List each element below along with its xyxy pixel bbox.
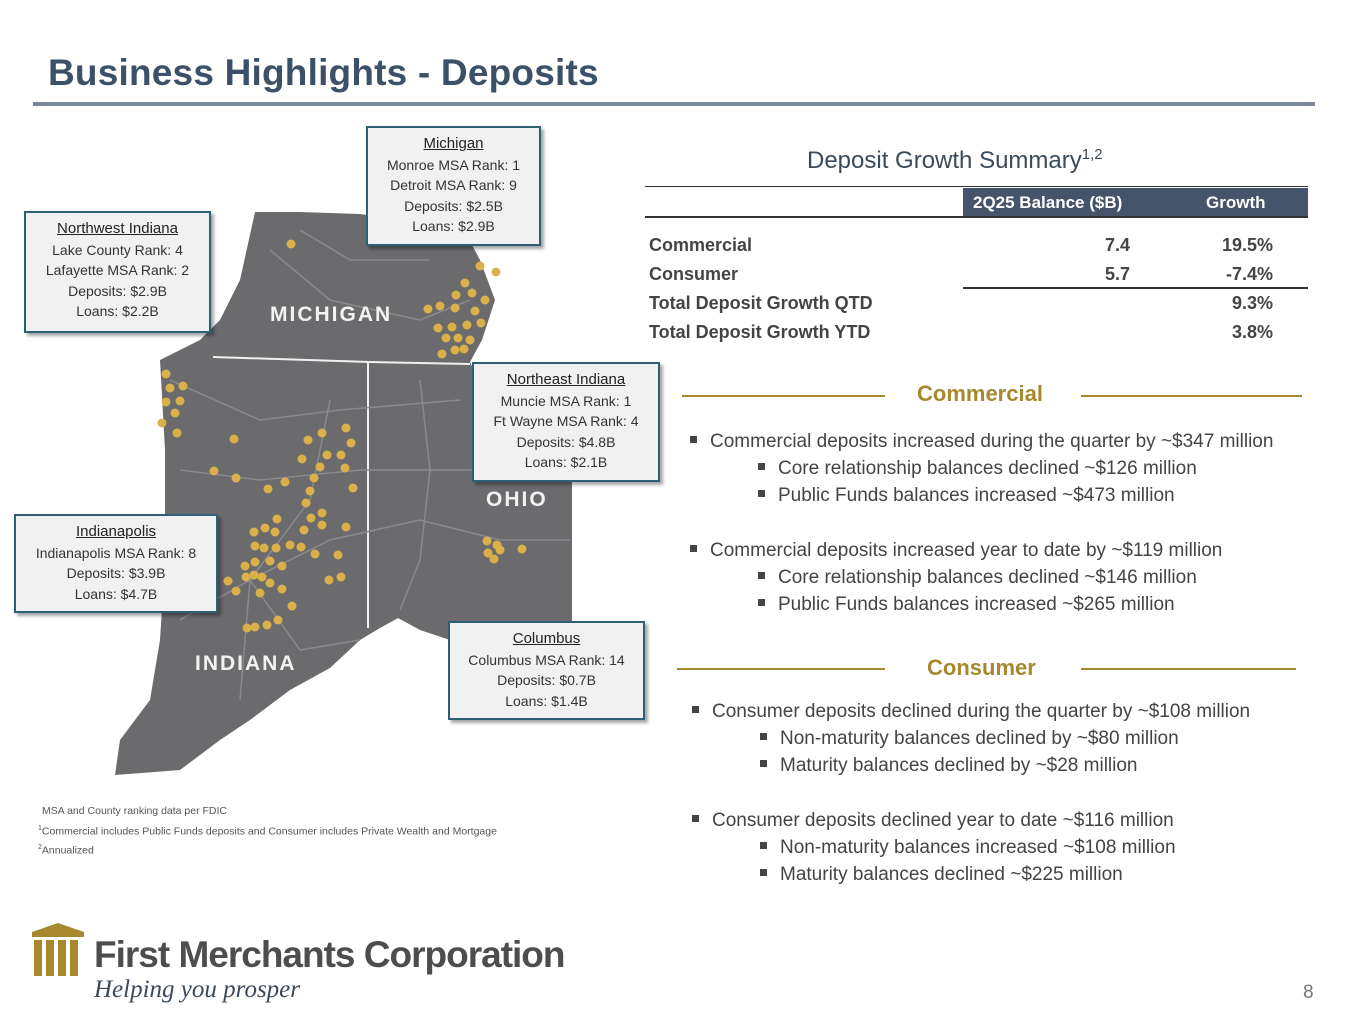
page-title: Business Highlights - Deposits bbox=[48, 52, 599, 93]
footnote-2: 2Annualized bbox=[38, 843, 94, 857]
bullet-square-icon bbox=[690, 436, 697, 444]
footnote-source: MSA and County ranking data per FDIC bbox=[42, 805, 228, 817]
row-growth: 3.8% bbox=[1231, 322, 1273, 342]
bullet-square-icon bbox=[760, 842, 767, 850]
callout-line: Deposits: $4.8B bbox=[516, 433, 616, 450]
callout-michigan: Michigan Monroe MSA Rank: 1 Detroit MSA … bbox=[366, 126, 541, 246]
bullet-subitem: Non-maturity balances increased ~$108 mi… bbox=[760, 837, 1176, 859]
callout-indianapolis: Indianapolis Indianapolis MSA Rank: 8 De… bbox=[14, 514, 218, 613]
company-tagline: Helping you prosper bbox=[94, 976, 300, 1003]
row-label: Total Deposit Growth QTD bbox=[649, 293, 873, 313]
callout-line: Loans: $2.9B bbox=[412, 218, 495, 234]
bullet-square-icon bbox=[760, 733, 767, 741]
bullet-subitem: Public Funds balances increased ~$265 mi… bbox=[758, 594, 1175, 616]
bullet-item: Commercial deposits increased during the… bbox=[690, 431, 1273, 453]
callout-northeast-indiana: Northeast Indiana Muncie MSA Rank: 1 Ft … bbox=[472, 362, 660, 482]
callout-title: Michigan bbox=[423, 135, 484, 152]
row-growth: 9.3% bbox=[1231, 293, 1273, 313]
page-number: 8 bbox=[1303, 982, 1314, 1003]
callout-line: Ft Wayne MSA Rank: 4 bbox=[493, 413, 639, 429]
table-row: Total Deposit Growth QTD 9.3% bbox=[649, 293, 1308, 321]
callout-line: Deposits: $2.9B bbox=[68, 282, 167, 299]
michigan-label: MICHIGAN bbox=[270, 303, 393, 326]
callout-line: Columbus MSA Rank: 14 bbox=[468, 651, 625, 668]
callout-title: Northwest Indiana bbox=[57, 220, 178, 237]
title-divider bbox=[33, 102, 1315, 106]
header-growth: Growth bbox=[1206, 193, 1266, 212]
footnotes: MSA and County ranking data per FDIC 1Co… bbox=[38, 803, 497, 859]
bullet-square-icon bbox=[760, 760, 767, 768]
table-total-rule bbox=[963, 287, 1308, 289]
table-header: 2Q25 Balance ($B) Growth bbox=[963, 188, 1308, 216]
bullet-square-icon bbox=[758, 572, 765, 580]
row-label: Consumer bbox=[649, 264, 739, 284]
table-row: Commercial 7.4 19.5% bbox=[649, 235, 1308, 263]
company-logo: First Merchants Corporation Helping you … bbox=[30, 920, 590, 1010]
table-row: Consumer 5.7 -7.4% bbox=[649, 264, 1308, 292]
bullet-subitem: Non-maturity balances declined by ~$80 m… bbox=[760, 728, 1179, 750]
indiana-label: INDIANA bbox=[195, 652, 297, 675]
consumer-rule-left bbox=[677, 668, 885, 670]
callout-line: Loans: $4.7B bbox=[74, 585, 158, 602]
callout-line: Deposits: $3.9B bbox=[66, 565, 166, 581]
header-balance: 2Q25 Balance ($B) bbox=[973, 193, 1123, 212]
callout-title: Northeast Indiana bbox=[506, 371, 626, 388]
bullet-item: Commercial deposits increased year to da… bbox=[690, 540, 1222, 562]
bullet-square-icon bbox=[690, 545, 697, 553]
bullet-subitem: Public Funds balances increased ~$473 mi… bbox=[758, 485, 1175, 507]
table-header-rule bbox=[645, 216, 1308, 218]
bullet-square-icon bbox=[758, 490, 765, 498]
table-top-rule bbox=[645, 186, 1308, 187]
row-label: Commercial bbox=[649, 235, 753, 255]
bullet-item: Consumer deposits declined during the qu… bbox=[692, 701, 1250, 723]
callout-line: Detroit MSA Rank: 9 bbox=[390, 177, 517, 193]
callout-line: Deposits: $0.7B bbox=[497, 672, 596, 688]
bullet-subitem: Core relationship balances declined ~$12… bbox=[758, 458, 1197, 480]
state-border bbox=[212, 356, 471, 365]
ohio-label: OHIO bbox=[486, 488, 548, 511]
callout-columbus: Columbus Columbus MSA Rank: 14 Deposits:… bbox=[448, 621, 645, 720]
callout-northwest-indiana: Northwest Indiana Lake County Rank: 4 La… bbox=[24, 211, 211, 333]
row-growth: 19.5% bbox=[1221, 235, 1273, 255]
bullet-subitem: Core relationship balances declined ~$14… bbox=[758, 567, 1197, 589]
commercial-heading: Commercial bbox=[917, 381, 1043, 406]
footnote-1: 1Commercial includes Public Funds deposi… bbox=[38, 825, 497, 838]
table-title: Deposit Growth Summary1,2 bbox=[807, 146, 1103, 174]
callout-line: Muncie MSA Rank: 1 bbox=[500, 392, 632, 409]
consumer-rule-right bbox=[1081, 668, 1296, 670]
callout-line: Lafayette MSA Rank: 2 bbox=[45, 262, 190, 278]
bullet-square-icon bbox=[760, 869, 767, 877]
callout-line: Deposits: $2.5B bbox=[404, 197, 503, 214]
callout-title: Columbus bbox=[512, 630, 581, 647]
row-balance: 7.4 bbox=[1104, 235, 1130, 255]
callout-line: Loans: $2.2B bbox=[76, 303, 159, 319]
callout-line: Monroe MSA Rank: 1 bbox=[386, 156, 521, 173]
callout-line: Lake County Rank: 4 bbox=[52, 241, 183, 258]
bullet-square-icon bbox=[758, 463, 765, 471]
callout-title: Indianapolis bbox=[75, 523, 157, 540]
bullet-subitem: Maturity balances declined ~$225 million bbox=[760, 864, 1123, 886]
bullet-square-icon bbox=[692, 815, 699, 823]
building-columns-icon bbox=[32, 923, 84, 976]
bullet-square-icon bbox=[692, 706, 699, 714]
bullet-subitem: Maturity balances declined by ~$28 milli… bbox=[760, 755, 1138, 777]
callout-line: Loans: $2.1B bbox=[524, 454, 608, 470]
bullet-square-icon bbox=[758, 599, 765, 607]
company-name: First Merchants Corporation bbox=[94, 934, 565, 975]
bullet-item: Consumer deposits declined year to date … bbox=[692, 810, 1174, 832]
row-balance: 5.7 bbox=[1104, 264, 1130, 284]
consumer-heading: Consumer bbox=[927, 655, 1036, 680]
row-growth: -7.4% bbox=[1225, 264, 1273, 284]
commercial-rule-left bbox=[682, 395, 885, 397]
branch-dots bbox=[157, 239, 527, 633]
callout-line: Loans: $1.4B bbox=[505, 692, 588, 709]
commercial-rule-right bbox=[1081, 395, 1302, 397]
table-row: Total Deposit Growth YTD 3.8% bbox=[649, 322, 1308, 350]
callout-line: Indianapolis MSA Rank: 8 bbox=[35, 544, 197, 561]
row-label: Total Deposit Growth YTD bbox=[649, 322, 871, 342]
